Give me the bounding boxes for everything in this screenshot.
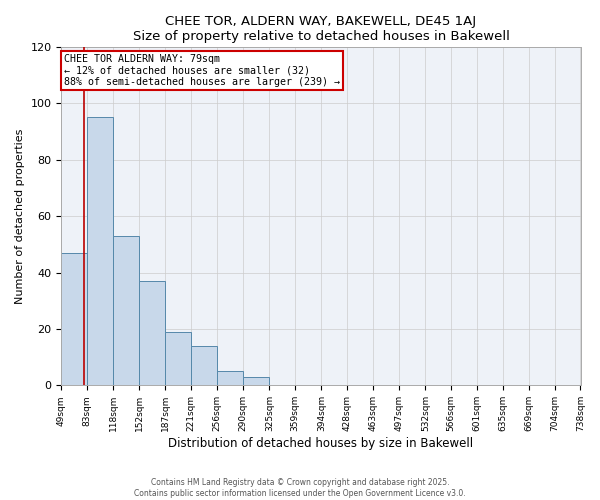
Y-axis label: Number of detached properties: Number of detached properties (15, 128, 25, 304)
Text: Contains HM Land Registry data © Crown copyright and database right 2025.
Contai: Contains HM Land Registry data © Crown c… (134, 478, 466, 498)
Title: CHEE TOR, ALDERN WAY, BAKEWELL, DE45 1AJ
Size of property relative to detached h: CHEE TOR, ALDERN WAY, BAKEWELL, DE45 1AJ… (133, 15, 509, 43)
Bar (166, 332, 191, 386)
Bar (243, 377, 269, 386)
Bar (217, 371, 243, 386)
Bar (139, 281, 166, 386)
X-axis label: Distribution of detached houses by size in Bakewell: Distribution of detached houses by size … (169, 437, 473, 450)
Text: CHEE TOR ALDERN WAY: 79sqm
← 12% of detached houses are smaller (32)
88% of semi: CHEE TOR ALDERN WAY: 79sqm ← 12% of deta… (64, 54, 340, 87)
Bar (87, 118, 113, 386)
Bar (113, 236, 139, 386)
Bar (61, 253, 87, 386)
Bar (191, 346, 217, 386)
